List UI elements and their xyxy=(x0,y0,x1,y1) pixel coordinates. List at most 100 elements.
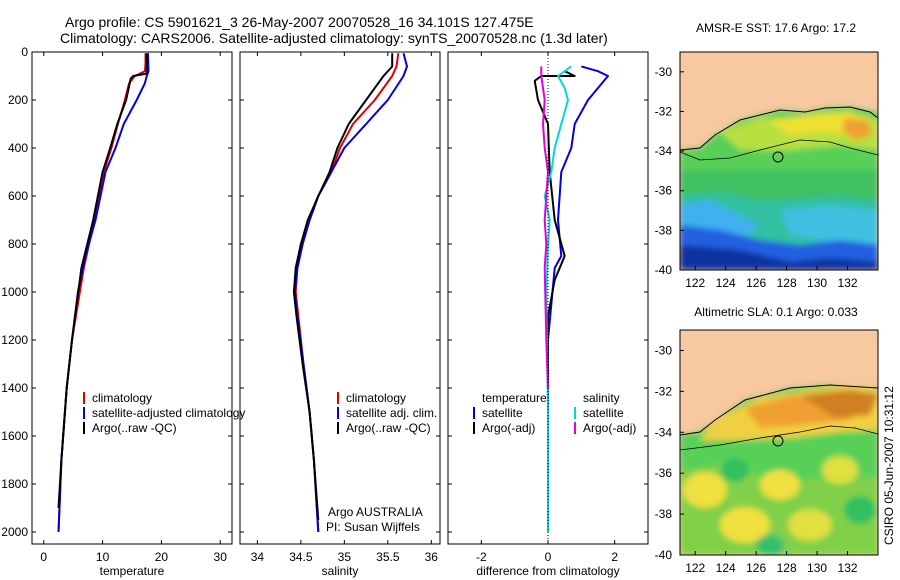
x-tick-label: 10 xyxy=(96,550,110,564)
series-line xyxy=(57,53,148,509)
legend-label: Argo(-adj) xyxy=(482,421,535,435)
sst-map xyxy=(680,52,878,270)
sla-map-title: Altimetric SLA: 0.1 Argo: 0.033 xyxy=(694,305,858,319)
series-line xyxy=(292,53,394,521)
series-line xyxy=(293,52,408,533)
salinity-xlabel: salinity xyxy=(322,564,359,578)
map-y-tick-label: -30 xyxy=(655,65,673,79)
map-y-tick-label: -36 xyxy=(655,466,673,480)
legend-label: climatology xyxy=(346,391,406,405)
x-tick-label: 34.5 xyxy=(289,550,313,564)
figure-title-line-1: Argo profile: CS 5901621_3 26-May-2007 2… xyxy=(65,14,534,30)
map-y-tick-label: -34 xyxy=(655,144,673,158)
x-tick-label: 20 xyxy=(155,550,169,564)
legend-title-salinity: salinity xyxy=(583,391,620,405)
legend-title-temperature: temperature xyxy=(482,391,547,405)
map-y-tick-label: -32 xyxy=(655,104,673,118)
map-x-tick-label: 126 xyxy=(746,276,766,290)
x-tick-label: 35.5 xyxy=(376,550,400,564)
map-x-tick-label: 124 xyxy=(716,276,736,290)
map-x-tick-label: 128 xyxy=(777,276,797,290)
sla-map-frame xyxy=(679,329,879,556)
map-y-tick-label: -40 xyxy=(655,263,673,277)
y-tick-label: 1000 xyxy=(1,285,28,299)
temperature-axes-frame xyxy=(31,51,233,545)
legend-label: satellite-adjusted climatology xyxy=(92,406,245,420)
coastline xyxy=(680,384,878,436)
difference-plot: -2 0 2 xyxy=(448,51,648,564)
sla-field xyxy=(680,385,878,555)
y-tick-label: 1400 xyxy=(1,381,28,395)
coastline xyxy=(680,106,878,151)
y-tick-label: 400 xyxy=(8,141,28,155)
x-tick-label: 36 xyxy=(425,550,439,564)
y-tick-label: 1200 xyxy=(1,333,28,347)
y-tick-label: 200 xyxy=(8,93,28,107)
series-line xyxy=(533,70,576,388)
x-tick-label: 35 xyxy=(338,550,352,564)
figure-title-line-2: Climatology: CARS2006. Satellite-adjuste… xyxy=(60,30,608,46)
y-tick-label: 1800 xyxy=(1,477,28,491)
map-y-tick-label: -36 xyxy=(655,184,673,198)
map-y-tick-label: -34 xyxy=(655,425,673,439)
map-x-tick-label: 124 xyxy=(716,561,736,575)
map-y-tick-label: -38 xyxy=(655,507,673,521)
legend-label: satellite xyxy=(583,406,624,420)
x-tick-label: 0 xyxy=(545,550,552,564)
x-tick-label: 34 xyxy=(251,550,265,564)
sst-map-ticks: 122 124 126 128 130 132 -30 -32 -34 -36 -38 -40 xyxy=(655,65,858,290)
temperature-xlabel: temperature xyxy=(100,564,165,578)
sst-field xyxy=(680,107,878,270)
x-tick-label: 30 xyxy=(214,550,228,564)
argo-float-marker xyxy=(772,435,784,447)
map-x-tick-label: 122 xyxy=(685,561,705,575)
x-tick-label: -2 xyxy=(476,550,487,564)
salinity-legend: climatology satellite adj. clim. Argo(..… xyxy=(337,391,437,435)
sst-map-title: AMSR-E SST: 17.6 Argo: 17.2 xyxy=(696,21,856,35)
map-y-tick-label: -32 xyxy=(655,384,673,398)
legend-label: Argo(-adj) xyxy=(583,421,636,435)
contour-line xyxy=(680,139,878,161)
map-x-tick-label: 130 xyxy=(807,561,827,575)
map-y-tick-label: -40 xyxy=(655,548,673,562)
sla-map-ticks: 122 124 126 128 130 132 -30 -32 -34 -36 -38 -40 xyxy=(655,343,858,575)
map-x-tick-label: 132 xyxy=(838,276,858,290)
salinity-axes-frame xyxy=(239,51,441,545)
sla-map xyxy=(680,330,878,555)
series-line xyxy=(543,65,572,532)
map-y-tick-label: -30 xyxy=(655,343,673,357)
float-pi-annotation: PI: Susan Wijffels xyxy=(326,520,420,534)
float-owner-annotation: Argo AUSTRALIA xyxy=(328,505,423,519)
map-y-tick-label: -38 xyxy=(655,223,673,237)
map-x-tick-label: 130 xyxy=(807,276,827,290)
contour-line xyxy=(680,425,878,451)
y-tick-label: 800 xyxy=(8,237,28,251)
x-tick-label: 2 xyxy=(611,550,618,564)
temperature-legend: climatology satellite-adjusted climatolo… xyxy=(83,391,245,435)
legend-label: satellite xyxy=(482,406,523,420)
series-line xyxy=(547,65,609,532)
sst-map-frame xyxy=(679,51,879,271)
argo-float-marker xyxy=(772,151,784,163)
y-tick-label: 1600 xyxy=(1,429,28,443)
legend-label: satellite adj. clim. xyxy=(346,406,437,420)
legend-label: climatology xyxy=(92,391,152,405)
series-line xyxy=(57,53,150,533)
series-line xyxy=(57,53,147,533)
y-tick-label: 600 xyxy=(8,189,28,203)
difference-xlabel: difference from climatology xyxy=(476,564,619,578)
map-x-tick-label: 132 xyxy=(838,561,858,575)
salinity-plot: 34 34.5 35 35.5 36 xyxy=(240,51,440,564)
series-line xyxy=(540,66,549,389)
difference-legend: temperature salinity satellite Argo(-adj… xyxy=(473,391,636,435)
x-tick-label: 0 xyxy=(40,550,47,564)
series-line xyxy=(294,53,400,533)
map-x-tick-label: 126 xyxy=(746,561,766,575)
map-x-tick-label: 128 xyxy=(777,561,797,575)
y-tick-label: 0 xyxy=(21,45,28,59)
legend-label: Argo(..raw -QC) xyxy=(92,421,177,435)
legend-label: Argo(..raw -QC) xyxy=(346,421,431,435)
map-x-tick-label: 122 xyxy=(685,276,705,290)
y-tick-label: 2000 xyxy=(1,525,28,539)
